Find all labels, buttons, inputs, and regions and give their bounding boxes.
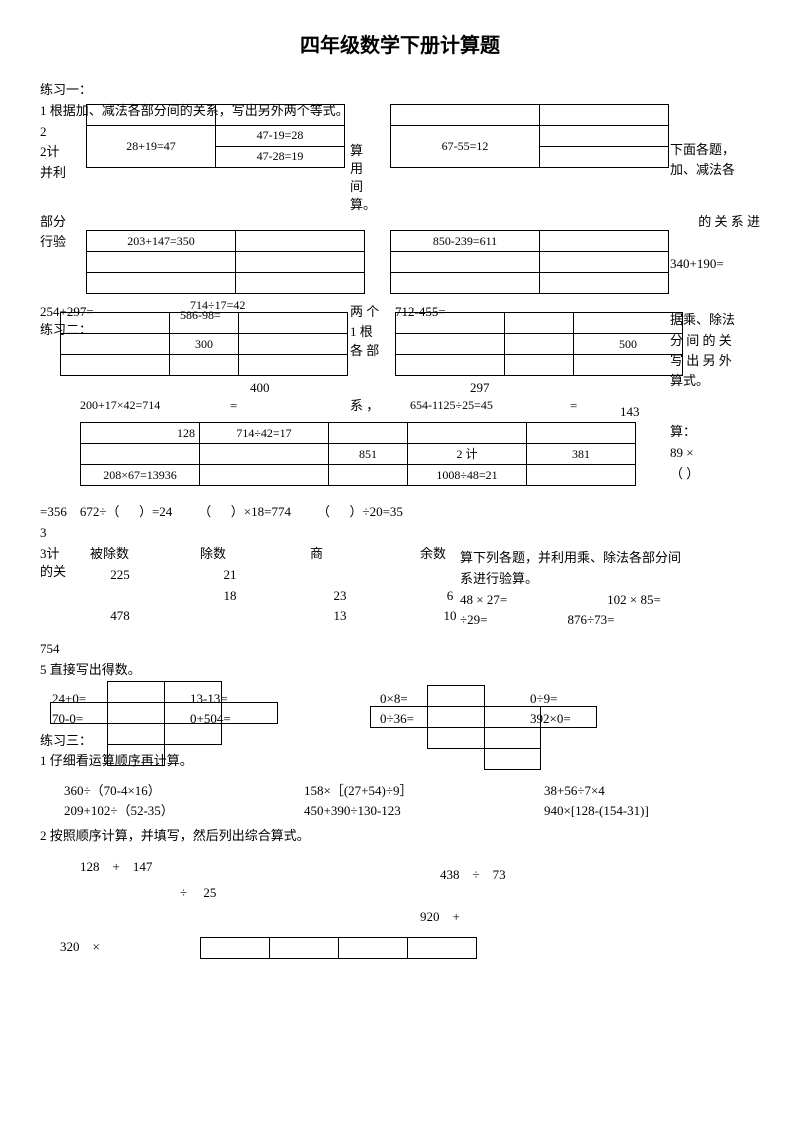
txt: 算下列各题，并利用乘、除法各部分间 (460, 548, 750, 569)
txt: 1 根 (350, 322, 379, 342)
txt: 并利 (40, 163, 86, 184)
txt: 的 关 系 进 (698, 212, 760, 233)
eq-table-4: 850-239=611 (390, 230, 669, 294)
calc: 38+56÷7×4 (544, 781, 605, 802)
txt: 据乘、除法 (670, 310, 735, 330)
txt: 算式。 (670, 371, 735, 391)
eq: ÷29= (460, 610, 487, 631)
txt: 两 个 (350, 302, 379, 322)
eq-table-3: 203+147=350 (86, 230, 365, 294)
txt: 写 出 另 外 (670, 351, 735, 371)
txt: = (570, 396, 577, 417)
txt: = (230, 396, 237, 417)
txt: 340+190= (670, 254, 724, 275)
p3-label: 练习三： (40, 731, 92, 752)
eq: 24+0= (52, 689, 86, 710)
txt: 下面各题， (670, 140, 735, 161)
eq: 48 × 27= (460, 590, 507, 611)
calc: 360÷（70-4×16） (40, 781, 304, 802)
txt: 654-1125÷25=45 (410, 396, 493, 415)
wide-table: 128714÷42=17 8512 计381 208×67=139361008÷… (80, 422, 636, 486)
c: 21 (200, 565, 260, 586)
hdr: 除数 (200, 544, 260, 565)
line3: 3 (40, 523, 760, 544)
txt: 分 间 的 关 (670, 331, 735, 351)
f3: 438 ÷ 73 (440, 865, 506, 886)
txt: 2 (40, 122, 86, 143)
eq: 392×0= (530, 709, 571, 730)
c: 13 (310, 606, 370, 627)
eq-table-1: 28+19=4747-19=28 47-28=19 (86, 104, 345, 168)
txt: 用 (350, 160, 376, 178)
grid-b: 500 (395, 312, 683, 376)
page-title: 四年级数学下册计算题 (40, 30, 760, 62)
f5: 320 × (60, 937, 100, 958)
eq: 0×8= (380, 689, 408, 710)
p3-q1: 1 仔细看运算顺序再计算。 (40, 751, 193, 772)
calc: 158×［(27+54)÷9］ (304, 781, 544, 802)
eq: 102 × 85= (607, 590, 661, 611)
txt: 算 (350, 142, 376, 160)
eq: 13-13= (190, 689, 228, 710)
eq-table-2: 67-55=12 (390, 104, 669, 168)
practice1-label: 练习一： (40, 80, 760, 101)
bottom-boxes (200, 937, 477, 959)
f1: 128 + 147 (80, 857, 152, 878)
c: 18 (200, 586, 260, 607)
txt: 算： (670, 422, 699, 443)
eq: 0÷9= (530, 689, 557, 710)
txt: 200+17×42=714 (80, 396, 160, 415)
f4: 920 + (420, 907, 460, 928)
p3-q2: 2 按照顺序计算，并填写，然后列出综合算式。 (40, 826, 760, 847)
txt: 的关 (40, 562, 66, 583)
c: 23 (310, 586, 370, 607)
f2: ÷ 25 (180, 883, 216, 904)
txt: 各 部 (350, 341, 379, 361)
txt: 754 (40, 639, 760, 660)
line356: =356 672÷（ ）=24 （ ）×18=774 （ ）÷20=35 (40, 502, 760, 523)
txt: 加、减法各 (670, 160, 735, 181)
eq: 0+504= (190, 709, 231, 730)
hdr: 商 (310, 544, 370, 565)
eq: 876÷73= (567, 610, 614, 631)
txt: 部分 (40, 212, 66, 233)
txt: 系 ， (350, 396, 379, 417)
txt: 89 × (670, 443, 699, 464)
txt: 143 (620, 402, 640, 423)
hdr: 被除数 (90, 544, 150, 565)
txt: （ ） (670, 464, 699, 485)
txt: 行验 (40, 232, 66, 253)
c: 478 (90, 606, 150, 627)
calc: 450+390÷130-123 (304, 801, 544, 822)
txt: 算。 (350, 196, 376, 214)
eq: 70-0= (52, 709, 83, 730)
txt: 400 (250, 378, 270, 399)
calc: 209+102÷（52-35） (40, 801, 304, 822)
eq: 0÷36= (380, 709, 414, 730)
txt: 间 (350, 178, 376, 196)
c: 225 (90, 565, 150, 586)
txt: 586-98= (180, 306, 221, 325)
txt: 2计 (40, 142, 86, 163)
txt: 系进行验算。 (460, 569, 750, 590)
q5: 5 直接写出得数。 (40, 660, 760, 681)
calc: 940×[128-(154-31)] (544, 801, 649, 822)
